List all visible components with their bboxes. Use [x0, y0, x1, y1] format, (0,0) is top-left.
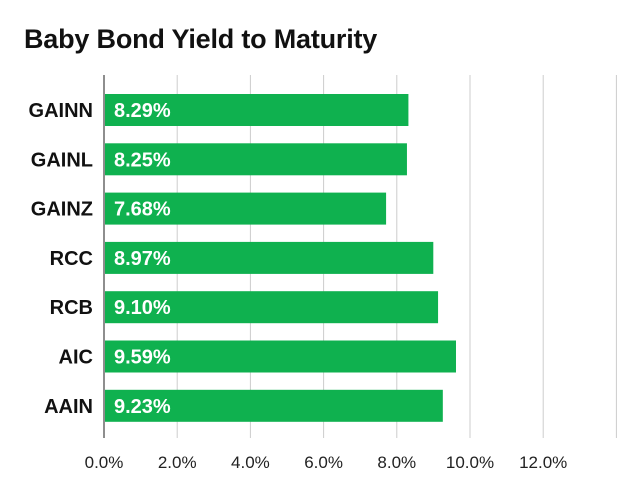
x-tick-label: 6.0%: [304, 453, 343, 472]
bar: [105, 94, 409, 126]
chart-title: Baby Bond Yield to Maturity: [24, 24, 378, 54]
category-label: GAINZ: [31, 199, 93, 221]
data-label: 8.97%: [114, 248, 171, 270]
bar: [105, 291, 439, 324]
data-label: 9.59%: [114, 347, 171, 369]
category-label: GAINL: [31, 149, 93, 171]
bar: [105, 389, 443, 422]
category-label: RCB: [50, 297, 93, 319]
data-label: 9.23%: [114, 396, 171, 418]
category-label: GAINN: [29, 100, 93, 122]
data-label: 8.29%: [114, 100, 171, 122]
category-label: AAIN: [44, 396, 93, 418]
bar: [105, 241, 434, 274]
x-tick-label: 2.0%: [158, 453, 197, 472]
labels: 0.0% 2.0% 4.0% 6.0% 8.0% 10.0% 12.0% GAINN 8.29%…: [29, 100, 568, 472]
x-tick-label: 4.0%: [231, 453, 270, 472]
bar: [105, 143, 407, 176]
bars: [105, 94, 456, 422]
x-tick-label: 12.0%: [519, 453, 567, 472]
data-label: 7.68%: [114, 199, 171, 221]
x-tick-label: 8.0%: [377, 453, 416, 472]
x-tick-label: 0.0%: [85, 453, 124, 472]
x-tick-label: 10.0%: [446, 453, 494, 472]
category-label: RCC: [50, 248, 93, 270]
data-label: 9.10%: [114, 297, 171, 319]
bar: [105, 340, 456, 373]
bar: [105, 192, 387, 225]
data-label: 8.25%: [114, 149, 171, 171]
category-label: AIC: [59, 347, 93, 369]
